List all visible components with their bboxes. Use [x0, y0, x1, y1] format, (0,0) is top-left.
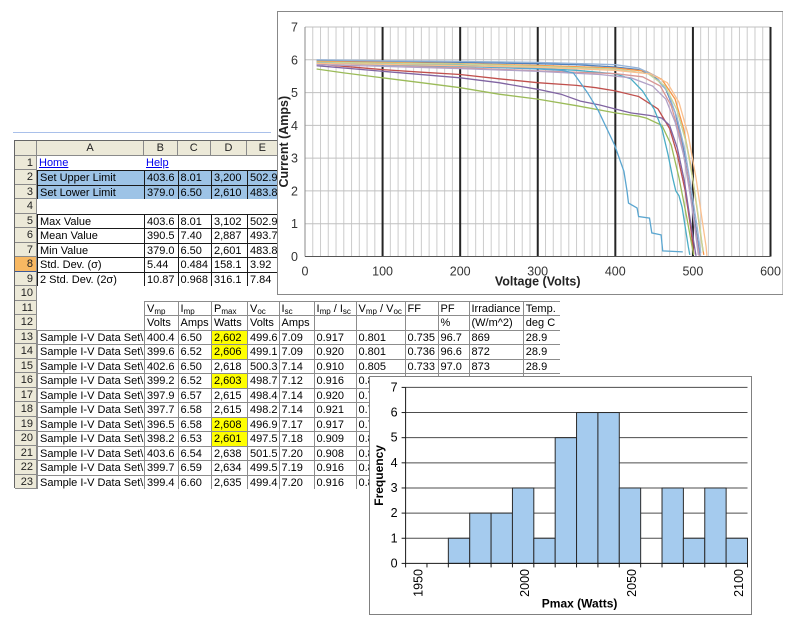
svg-text:3: 3 [291, 152, 298, 166]
svg-text:Pmax (Watts): Pmax (Watts) [542, 596, 618, 610]
svg-text:7: 7 [291, 21, 298, 35]
svg-text:200: 200 [449, 265, 470, 279]
svg-text:4: 4 [291, 119, 298, 133]
svg-text:300: 300 [527, 265, 548, 279]
svg-text:1: 1 [391, 531, 398, 545]
svg-text:Current (Amps): Current (Amps) [277, 96, 291, 188]
svg-text:5: 5 [391, 431, 398, 445]
svg-text:600: 600 [760, 265, 781, 279]
svg-text:0: 0 [301, 265, 308, 279]
svg-text:0: 0 [391, 556, 398, 570]
svg-text:7: 7 [391, 380, 398, 394]
svg-text:3: 3 [391, 481, 398, 495]
svg-text:500: 500 [682, 265, 703, 279]
svg-text:6: 6 [391, 406, 398, 420]
svg-text:2: 2 [391, 506, 398, 520]
svg-text:1: 1 [291, 217, 298, 231]
svg-text:2100: 2100 [732, 569, 746, 597]
svg-text:2: 2 [291, 184, 298, 198]
svg-text:6: 6 [291, 53, 298, 67]
svg-text:5: 5 [291, 86, 298, 100]
svg-text:2000: 2000 [518, 569, 532, 597]
svg-text:100: 100 [372, 265, 393, 279]
svg-text:4: 4 [391, 456, 398, 470]
svg-text:2050: 2050 [625, 569, 639, 597]
svg-text:1950: 1950 [411, 569, 425, 597]
svg-text:400: 400 [604, 265, 625, 279]
svg-text:0: 0 [291, 250, 298, 264]
svg-text:Voltage (Volts): Voltage (Volts) [494, 275, 580, 289]
svg-text:Frequency: Frequency [372, 445, 386, 506]
